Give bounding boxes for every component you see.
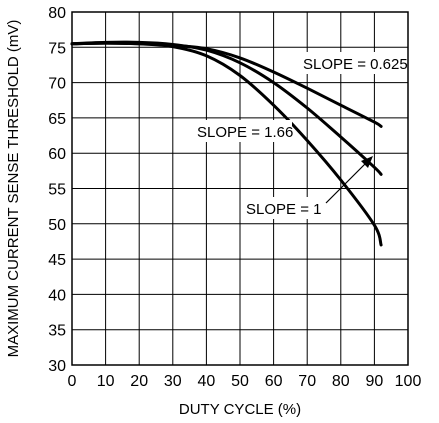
annotation-label-slope-0625: SLOPE = 0.625: [303, 56, 408, 73]
y-tick-label: 75: [48, 40, 66, 57]
annotation-slope-0625: SLOPE = 0.625: [301, 52, 408, 74]
x-tick-label: 100: [395, 373, 422, 390]
x-tick-label: 50: [231, 373, 249, 390]
annotation-pointer-line: [325, 161, 368, 204]
y-tick-label: 50: [48, 217, 66, 234]
x-tick-label: 10: [97, 373, 115, 390]
x-tick-label: 80: [332, 373, 350, 390]
x-tick-label: 30: [164, 373, 182, 390]
y-axis-label: MAXIMUM CURRENT SENSE THRESHOLD (mV): [5, 20, 22, 358]
annotation-slope-1: SLOPE = 1: [243, 156, 373, 219]
y-tick-label: 60: [48, 146, 66, 163]
y-tick-label: 55: [48, 182, 66, 199]
y-tick-label: 45: [48, 252, 66, 269]
x-tick-label: 90: [366, 373, 384, 390]
series-line-2: [70, 41, 383, 247]
annotation-label-slope-1: SLOPE = 1: [246, 201, 321, 218]
x-tick-label: 60: [265, 373, 283, 390]
y-tick-label: 80: [48, 5, 66, 22]
y-tick-labels: 30 35 40 45 50 55 60 65 70 75 80: [48, 5, 66, 375]
annotation-arrow-head: [361, 156, 373, 168]
annotation-bg-slope-0625: [301, 52, 407, 74]
annotation-bg-slope-1: [243, 197, 327, 219]
y-tick-label: 65: [48, 111, 66, 128]
x-tick-label: 20: [130, 373, 148, 390]
annotation-slope-166: SLOPE = 1.66: [194, 120, 293, 142]
series-lines: [70, 40, 383, 247]
plot-frame: [71, 11, 409, 366]
x-tick-label: 70: [298, 373, 316, 390]
y-tick-label: 30: [48, 358, 66, 375]
annotation-label-slope-166: SLOPE = 1.66: [197, 124, 293, 141]
y-tick-label: 35: [48, 323, 66, 340]
x-tick-label: 0: [68, 373, 77, 390]
x-tick-label: 40: [198, 373, 216, 390]
y-tick-label: 40: [48, 287, 66, 304]
y-tick-label: 70: [48, 76, 66, 93]
x-tick-labels: 0 10 20 30 40 50 60 70 80 90 100: [68, 373, 422, 390]
annotation-bg-slope-166: [194, 120, 292, 142]
x-axis-label: DUTY CYCLE (%): [179, 401, 301, 418]
